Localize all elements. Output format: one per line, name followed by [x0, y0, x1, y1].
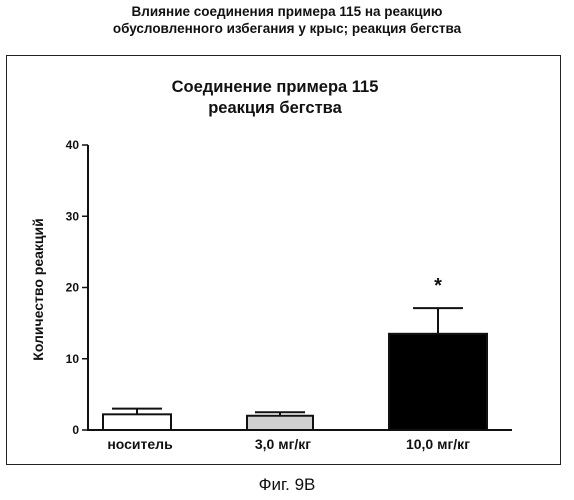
bar-0 — [103, 414, 171, 430]
y-tick-label-0: 0 — [72, 423, 79, 437]
chart-title-line-2: реакция бегства — [208, 99, 342, 117]
y-tick-label-40: 40 — [66, 138, 80, 152]
chart-title-line-1: Соединение примера 115 — [172, 78, 379, 96]
x-category-label-2: 10,0 мг/кг — [406, 436, 470, 452]
y-axis-label: Количество реакций — [30, 218, 46, 360]
y-tick-label-30: 30 — [66, 209, 80, 223]
x-category-label-0: носитель — [107, 436, 173, 452]
significance-marker-2: * — [434, 275, 442, 297]
y-tick-label-20: 20 — [66, 281, 80, 295]
bar-1 — [247, 416, 313, 430]
bar-2 — [389, 334, 487, 430]
y-tick-label-10: 10 — [66, 352, 80, 366]
x-category-label-1: 3,0 мг/кг — [255, 436, 311, 452]
figure-caption: Фиг. 9В — [0, 475, 574, 495]
